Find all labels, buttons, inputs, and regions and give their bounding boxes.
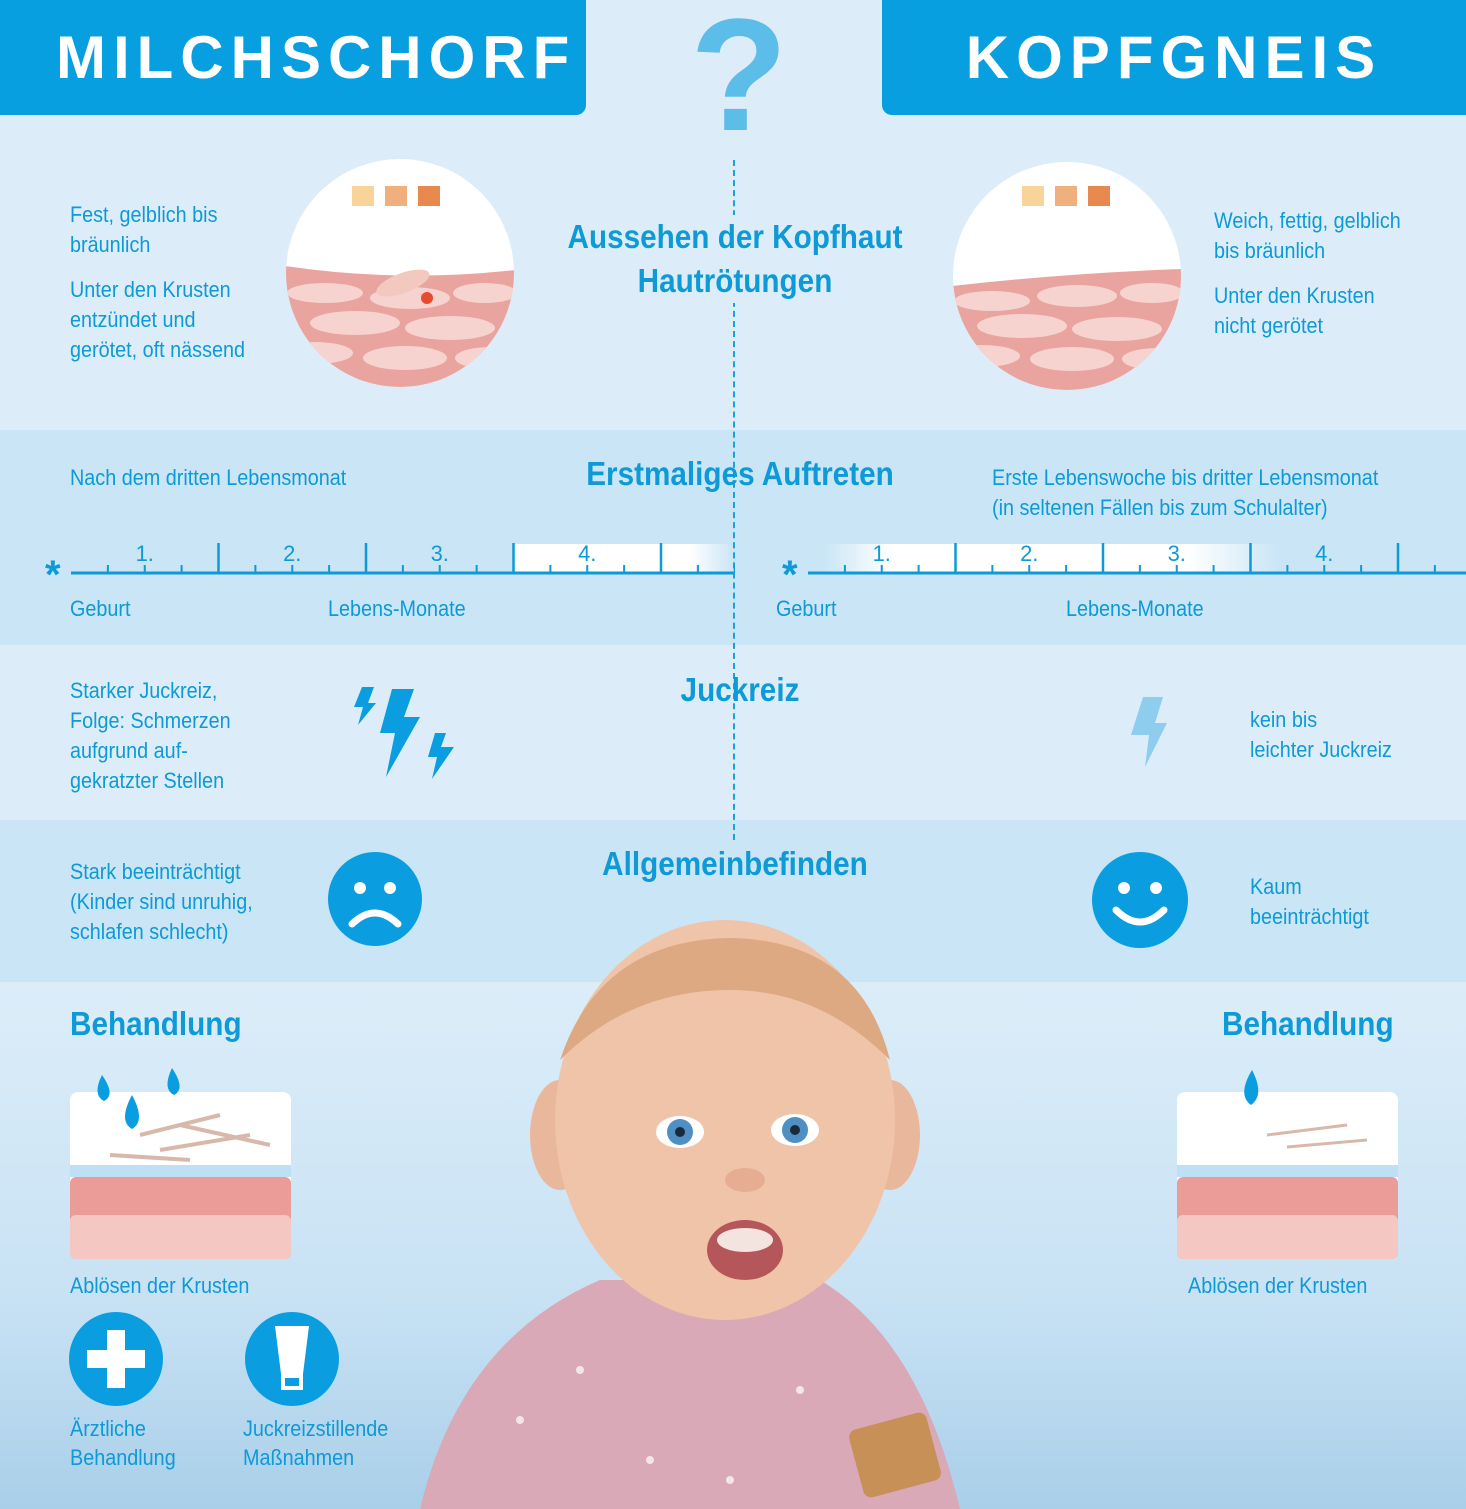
tick-label: 2. (283, 541, 301, 566)
tick-label: 1. (873, 541, 891, 566)
treatment-item-2-l2: Maßnahmen (243, 1445, 355, 1470)
aussehen-left-2: Unter den Krusten entzündet und gerötet,… (70, 277, 246, 362)
aussehen-right-1: Weich, fettig, gelblich bis bräunlich (1214, 208, 1401, 263)
tick-label: 4. (578, 541, 596, 566)
lightning-icon-strong (354, 687, 454, 779)
aussehen-title-text: Aussehen der Kopfhaut (567, 218, 903, 255)
title-milchschorf: MILCHSCHORF (0, 0, 586, 115)
auftreten-right-text2: (in seltenen Fällen bis zum Schulalter) (992, 495, 1328, 520)
tick-label: 4. (1315, 541, 1333, 566)
timeline-right-axis-label: Lebens-Monate (1066, 596, 1204, 621)
baby-photo (420, 920, 960, 1509)
behandlung-left-caption: Ablösen der Krusten (70, 1273, 250, 1298)
treatment-item-2-l1: Juckreizstillende (243, 1416, 389, 1441)
birth-asterisk-icon: * (782, 553, 798, 590)
befinden-right-2: beeinträchtigt (1250, 904, 1369, 929)
aussehen-left-1: Fest, gelblich bis bräunlich (70, 202, 218, 257)
aussehen-right-2: Unter den Krusten nicht gerötet (1214, 283, 1375, 338)
water-drop-icon (1244, 1070, 1259, 1105)
aussehen-title: Aussehen der Kopfhaut Hautrötungen (555, 215, 915, 303)
aussehen-subtitle: Hautrötungen (637, 262, 833, 299)
auftreten-title: Erstmaliges Auftreten (586, 455, 894, 492)
timeline-highlight (822, 544, 1280, 573)
skin-illustration-kopfgneis (953, 162, 1181, 390)
behandlung-right-caption: Ablösen der Krusten (1188, 1273, 1368, 1298)
juckreiz-right-1: kein bis (1250, 707, 1318, 732)
treatment-item-1-l2: Behandlung (70, 1445, 176, 1470)
swatch (1022, 186, 1044, 206)
juckreiz-left-text: Starker Juckreiz, Folge: Schmerzen aufgr… (70, 678, 231, 793)
title-kopfgneis: KOPFGNEIS (882, 0, 1466, 115)
juckreiz-right-2: leichter Juckreiz (1250, 737, 1392, 762)
swatch (385, 186, 407, 206)
question-mark-icon: ? (690, 0, 788, 164)
cream-tube-icon (245, 1312, 339, 1406)
swatch (418, 186, 440, 206)
swatch (1088, 186, 1110, 206)
center-divider (733, 160, 735, 840)
tick-label: 3. (431, 541, 449, 566)
auftreten-right-text: Erste Lebenswoche bis dritter Lebensmona… (992, 465, 1379, 490)
juckreiz-title: Juckreiz (680, 671, 800, 708)
befinden-title: Allgemeinbefinden (602, 845, 868, 882)
tick-label: 3. (1168, 541, 1186, 566)
timeline-right: * 1. 2. 3. 4. (782, 541, 1466, 590)
lightning-icon-faint (1131, 697, 1167, 767)
swatch (1055, 186, 1077, 206)
timeline-right-start: Geburt (776, 596, 837, 621)
tick-label: 2. (1020, 541, 1038, 566)
crust-removal-illustration-left (70, 1068, 291, 1259)
skin-illustration-milchschorf (286, 159, 514, 387)
birth-asterisk-icon: * (45, 553, 61, 590)
happy-face-icon (1092, 852, 1188, 948)
befinden-right-1: Kaum (1250, 874, 1302, 899)
swatch (352, 186, 374, 206)
timeline-left-axis-label: Lebens-Monate (328, 596, 466, 621)
behandlung-left-title: Behandlung (70, 1005, 242, 1042)
befinden-left-text: Stark beeinträchtigt (Kinder sind unruhi… (70, 859, 253, 944)
plus-cross-icon (69, 1312, 163, 1406)
auftreten-left-text: Nach dem dritten Lebensmonat (70, 465, 347, 490)
timeline-left-start: Geburt (70, 596, 131, 621)
tick-label: 1. (136, 541, 154, 566)
crust-removal-illustration-right (1177, 1070, 1398, 1259)
treatment-item-1-l1: Ärztliche (70, 1416, 146, 1441)
water-drop-icons (97, 1068, 180, 1129)
behandlung-right-title: Behandlung (1222, 1005, 1394, 1042)
timeline-left: * 1. 2. 3. 4. (45, 541, 735, 590)
sad-face-icon (328, 852, 422, 946)
